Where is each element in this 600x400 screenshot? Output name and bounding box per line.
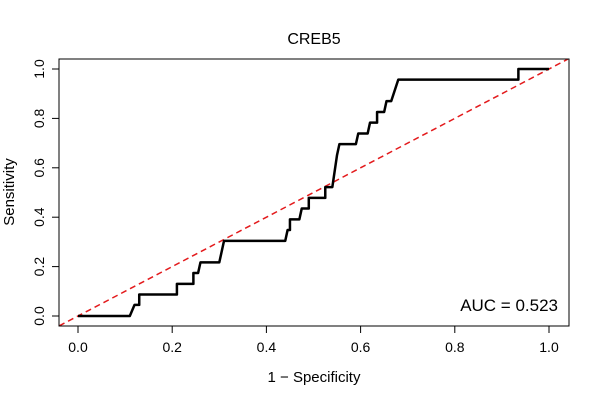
x-tick-label: 0.0 <box>68 339 88 355</box>
x-tick-label: 1.0 <box>539 339 559 355</box>
y-tick-label: 0.6 <box>31 158 47 178</box>
x-axis: 0.0 0.2 0.4 0.6 0.8 1.0 <box>68 325 559 355</box>
x-tick-label: 0.2 <box>162 339 182 355</box>
reference-line-layer <box>59 59 569 326</box>
auc-annotation: AUC = 0.523 <box>460 296 558 315</box>
y-tick-label: 0.4 <box>31 207 47 227</box>
x-tick-label: 0.8 <box>445 339 465 355</box>
x-axis-title: 1 − Specificity <box>268 369 361 386</box>
roc-curve-layer <box>78 67 549 318</box>
roc-curve-line <box>78 67 549 318</box>
y-tick-label: 0.8 <box>31 108 47 128</box>
chart-title: CREB5 <box>287 31 340 48</box>
reference-diagonal-line <box>59 59 569 326</box>
y-tick-label: 0.0 <box>31 306 47 326</box>
x-tick-label: 0.6 <box>351 339 371 355</box>
y-tick-label: 0.2 <box>31 257 47 277</box>
y-axis-title: Sensitivity <box>1 158 18 226</box>
y-tick-label: 1.0 <box>31 59 47 79</box>
plot-frame <box>58 58 570 327</box>
x-tick-label: 0.4 <box>257 339 277 355</box>
y-axis: 0.0 0.2 0.4 0.6 0.8 1.0 <box>31 59 60 326</box>
